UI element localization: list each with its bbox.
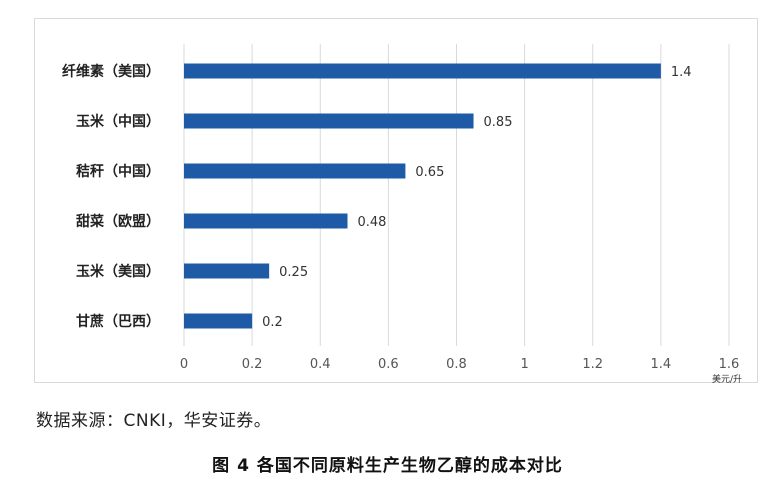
data-label: 0.48 [358, 215, 387, 230]
figure-caption: 图 4 各国不同原料生产生物乙醇的成本对比 [212, 456, 563, 476]
category-label: 甘蔗（巴西） [76, 313, 160, 330]
bar [184, 213, 348, 229]
x-tick-label: 0.8 [446, 357, 467, 372]
category-label: 秸秆（中国） [76, 163, 160, 180]
data-label: 0.2 [262, 315, 283, 330]
x-tick-label: 1.4 [651, 357, 672, 372]
category-label: 玉米（中国） [76, 113, 160, 130]
x-tick-label: 1.6 [719, 357, 740, 372]
x-tick-label: 0.4 [310, 357, 331, 372]
chart-frame [34, 18, 758, 383]
bar [184, 313, 253, 329]
bar [184, 63, 661, 79]
x-tick-label: 1.2 [582, 357, 603, 372]
bar [184, 163, 406, 179]
bar [184, 113, 474, 129]
category-label: 甜菜（欧盟） [76, 213, 160, 230]
data-label: 0.65 [415, 165, 444, 180]
category-label: 玉米（美国） [76, 263, 160, 280]
x-tick-label: 1 [520, 357, 528, 372]
x-tick-label: 0.6 [378, 357, 399, 372]
category-label: 纤维素（美国） [62, 63, 160, 80]
x-tick-label: 0.2 [242, 357, 263, 372]
data-label: 0.25 [279, 265, 308, 280]
x-unit-label: 美元/升 [712, 373, 742, 385]
bar-chart: 0 0.2 0.4 0.6 0.8 1 1.2 1.4 1.6美元/升 纤维素（美国） 1.4 玉米（… [62, 44, 742, 385]
bar [184, 263, 270, 279]
x-tick-label: 0 [180, 357, 188, 372]
data-label: 0.85 [484, 115, 513, 130]
source-note: 数据来源：CNKI，华安证券。 [36, 411, 272, 431]
data-label: 1.4 [671, 65, 692, 80]
